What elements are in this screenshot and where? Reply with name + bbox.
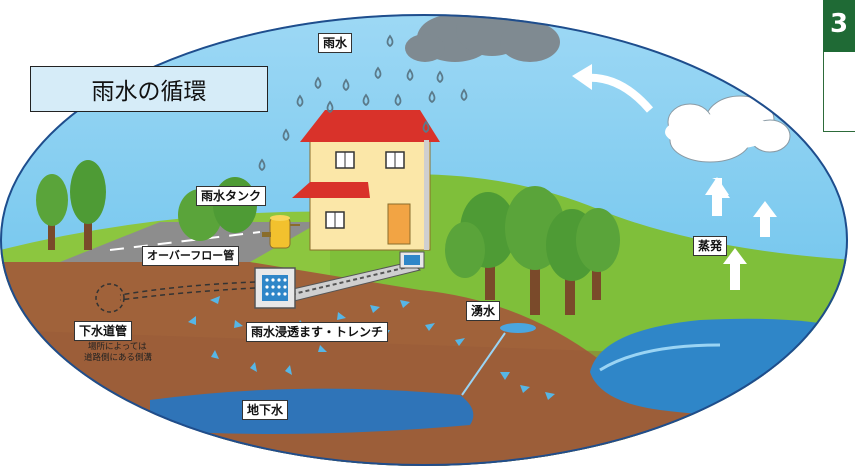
forest-right (445, 186, 620, 315)
sewer-note-2: 道路側にある側溝 (84, 353, 153, 363)
label-infiltration: 雨水浸透ます・トレンチ (246, 322, 389, 342)
label-evaporation: 蒸発 (693, 236, 728, 256)
corner-number: 3 (830, 9, 849, 39)
label-spring: 湧水 (466, 301, 501, 321)
overflow-pipe-line (119, 281, 256, 296)
rain-tank (262, 215, 300, 249)
label-sewer: 下水道管 (74, 321, 133, 341)
white-cloud-fill (665, 114, 775, 150)
rain-drops (258, 34, 468, 172)
infiltration-box-small (399, 251, 425, 269)
label-rain-tank: 雨水タンク (196, 186, 267, 206)
roof (300, 110, 440, 142)
label-groundwater: 地下水 (242, 400, 289, 420)
spring-pool (500, 323, 536, 333)
evaporation-arrows (705, 177, 777, 290)
label-rain: 雨水 (318, 33, 353, 53)
corner-header (823, 0, 855, 52)
groundwater-body (150, 388, 474, 434)
rain-cloud (405, 14, 560, 62)
sewer-note-1: 場所によっては (88, 342, 147, 352)
frame (0, 14, 848, 466)
diagram-title: 雨水の循環 (30, 66, 268, 112)
house (292, 110, 440, 251)
infiltration-arrows (188, 296, 555, 400)
sewer-pipe (95, 283, 125, 313)
trees-left (36, 160, 106, 250)
infiltration-box (254, 267, 296, 309)
label-overflow-pipe: オーバーフロー管 (142, 246, 240, 266)
